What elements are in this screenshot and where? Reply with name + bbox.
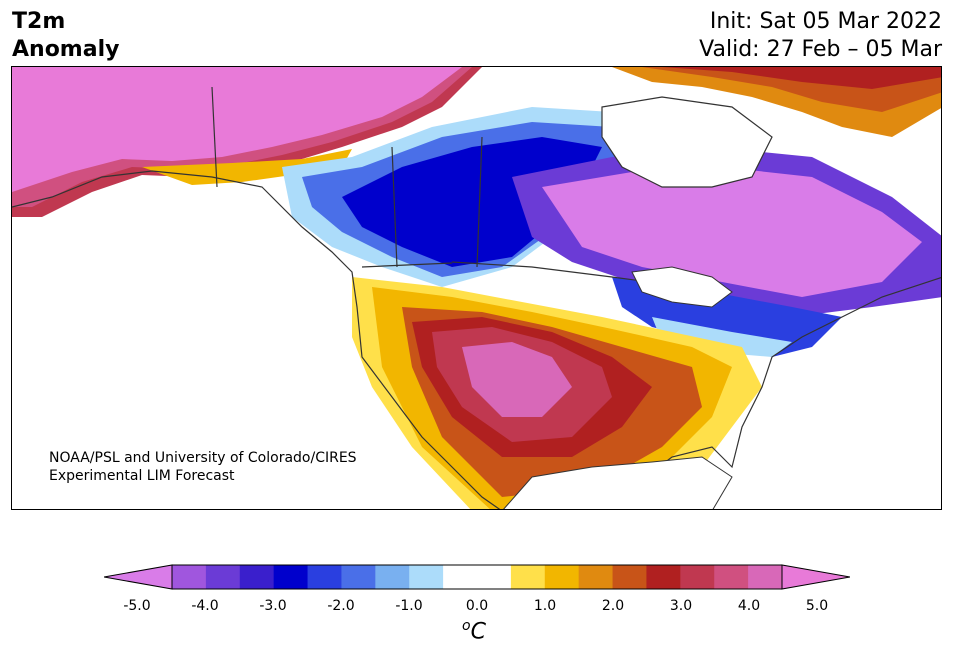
colorbar-tick-label: -4.0 xyxy=(191,598,219,614)
colorbar-tick-label: -3.0 xyxy=(259,598,287,614)
title-line-2: Anomaly xyxy=(12,37,120,62)
greenland-warm-anomaly xyxy=(612,67,941,137)
forecast-dates: Init: Sat 05 Mar 2022 Valid: 27 Feb – 05… xyxy=(699,8,942,64)
colorbar-segment xyxy=(748,565,783,589)
great-lakes xyxy=(631,266,733,308)
valid-range: Valid: 27 Feb – 05 Mar xyxy=(699,37,942,62)
colorbar-low-extend xyxy=(104,564,173,590)
forecast-credit: NOAA/PSL and University of Colorado/CIRE… xyxy=(49,449,357,485)
gulf-of-mexico xyxy=(503,456,733,509)
unit-base: C xyxy=(470,619,486,645)
title-line-1: T2m xyxy=(12,9,66,34)
credit-line-2: Experimental LIM Forecast xyxy=(49,468,235,484)
colorbar-segments xyxy=(172,565,783,589)
colorbar-unit: oC xyxy=(462,618,486,644)
anomaly-map xyxy=(11,66,942,510)
southern-us-warm-anomaly xyxy=(352,277,762,509)
alaska-warm-anomaly xyxy=(12,67,482,217)
colorbar-segment xyxy=(409,565,444,589)
colorbar-tick-label: -1.0 xyxy=(395,598,423,614)
colorbar-segment xyxy=(578,565,614,589)
colorbar-border xyxy=(171,564,783,590)
colorbar-segment xyxy=(341,565,376,589)
colorbar-tick-label: 5.0 xyxy=(805,598,829,614)
colorbar-segment xyxy=(544,565,580,589)
colorbar-segment xyxy=(510,565,546,589)
colorbar xyxy=(104,564,850,590)
map-title: T2m Anomaly xyxy=(12,8,119,64)
colorbar-segment xyxy=(273,565,309,589)
colorbar-tick-label: 2.0 xyxy=(601,598,625,614)
colorbar-segment xyxy=(612,565,647,589)
colorbar-segment xyxy=(477,565,512,589)
central-canada-cold-anomaly xyxy=(512,147,941,317)
colorbar-tick-label: -2.0 xyxy=(327,598,355,614)
colorbar-segment xyxy=(172,565,207,589)
colorbar-segment xyxy=(239,565,275,589)
colorbar-tick-label: 1.0 xyxy=(533,598,557,614)
colorbar-tick-label: 0.0 xyxy=(465,598,489,614)
anomaly-map-svg xyxy=(12,67,941,509)
colorbar-tick-label: -5.0 xyxy=(123,598,151,614)
colorbar-segment xyxy=(680,565,715,589)
colorbar-segment xyxy=(375,565,410,589)
colorbar-segment xyxy=(646,565,681,589)
unit-superscript: o xyxy=(462,618,471,634)
colorbar-tick-label: 3.0 xyxy=(669,598,693,614)
colorbar-high-extend xyxy=(781,564,850,590)
init-date: Init: Sat 05 Mar 2022 xyxy=(709,9,942,34)
credit-line-1: NOAA/PSL and University of Colorado/CIRE… xyxy=(49,450,357,466)
colorbar-segment xyxy=(307,565,342,589)
hudson-bay xyxy=(601,96,773,188)
colorbar-segment xyxy=(443,565,478,589)
colorbar-segment xyxy=(714,565,749,589)
colorbar-segment xyxy=(205,565,241,589)
colorbar-tick-label: 4.0 xyxy=(737,598,761,614)
